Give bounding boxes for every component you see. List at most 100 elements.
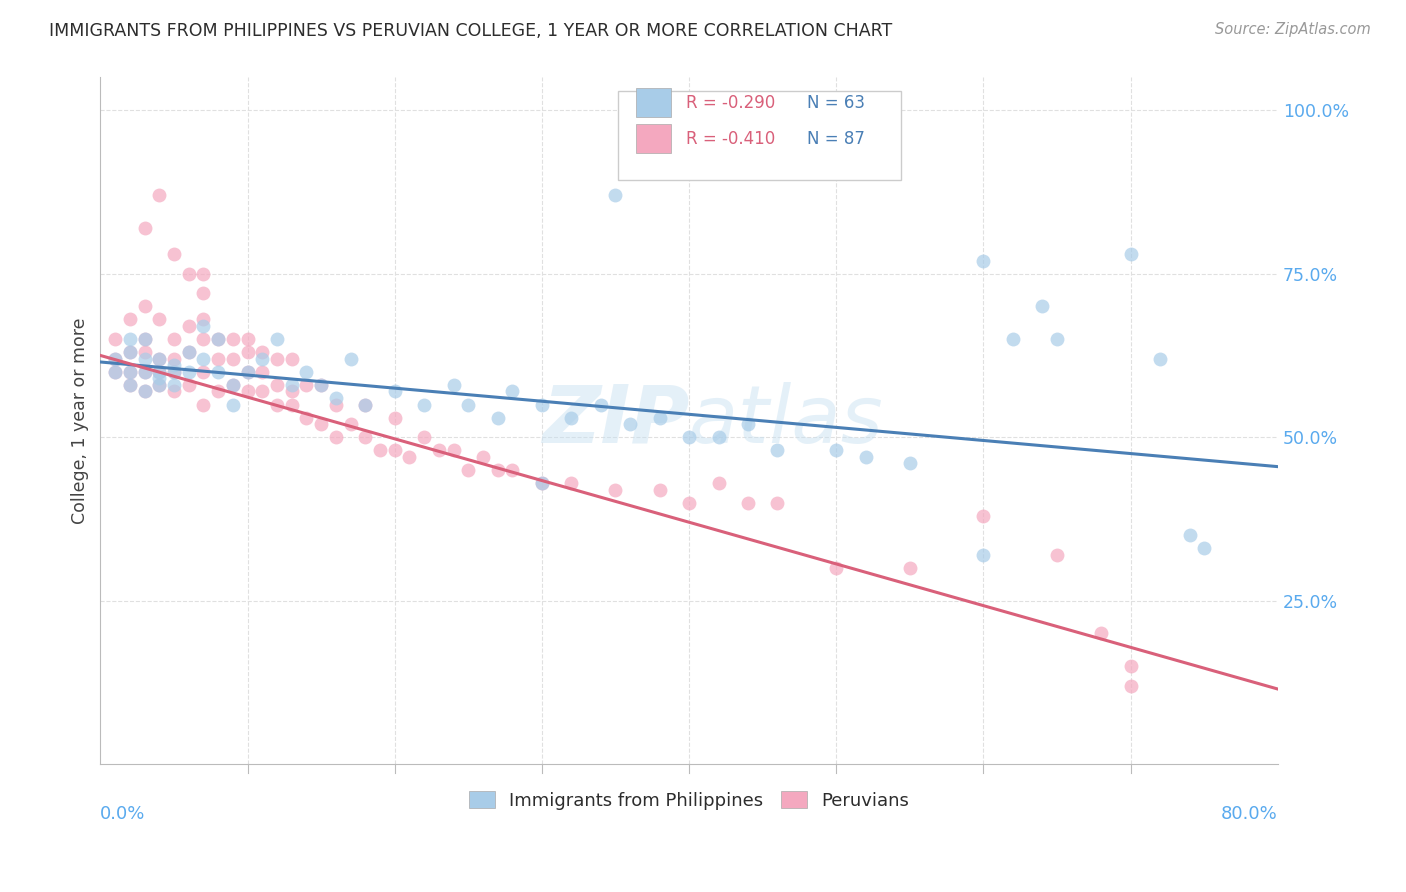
Point: [530, 475, 553, 490]
Point: [266, 351, 288, 366]
Point: [236, 365, 259, 379]
Point: [898, 561, 921, 575]
Point: [222, 377, 245, 392]
Point: [118, 377, 141, 392]
Point: [163, 332, 186, 346]
Point: [134, 365, 156, 379]
Point: [252, 365, 274, 379]
Point: [384, 384, 406, 399]
Point: [295, 377, 318, 392]
Point: [134, 220, 156, 235]
Point: [354, 397, 377, 411]
Point: [560, 410, 582, 425]
Point: [280, 384, 302, 399]
Point: [648, 410, 671, 425]
Point: [589, 397, 612, 411]
Point: [148, 365, 170, 379]
Text: ZIP: ZIP: [541, 382, 689, 460]
Point: [266, 377, 288, 392]
Point: [118, 345, 141, 359]
Point: [177, 377, 200, 392]
Point: [472, 450, 495, 464]
Point: [177, 345, 200, 359]
Point: [252, 351, 274, 366]
Point: [339, 417, 361, 431]
Point: [222, 351, 245, 366]
Point: [325, 430, 347, 444]
Point: [443, 443, 465, 458]
Point: [295, 410, 318, 425]
Point: [177, 365, 200, 379]
Point: [1031, 299, 1053, 313]
Point: [207, 332, 229, 346]
Point: [148, 377, 170, 392]
Text: N = 63: N = 63: [807, 94, 865, 112]
Point: [648, 483, 671, 497]
Point: [1090, 626, 1112, 640]
Point: [266, 397, 288, 411]
Point: [309, 417, 332, 431]
Point: [1119, 247, 1142, 261]
Point: [118, 365, 141, 379]
Point: [354, 430, 377, 444]
FancyBboxPatch shape: [636, 88, 672, 117]
Point: [236, 365, 259, 379]
Point: [766, 443, 789, 458]
Point: [163, 384, 186, 399]
Point: [707, 430, 730, 444]
Point: [678, 430, 700, 444]
Point: [398, 450, 420, 464]
Point: [134, 365, 156, 379]
Point: [193, 286, 215, 301]
Text: atlas: atlas: [689, 382, 884, 460]
Point: [825, 443, 848, 458]
Text: 0.0%: 0.0%: [100, 805, 146, 823]
Point: [118, 332, 141, 346]
Point: [236, 332, 259, 346]
Legend: Immigrants from Philippines, Peruvians: Immigrants from Philippines, Peruvians: [463, 784, 917, 817]
Point: [280, 377, 302, 392]
Point: [118, 377, 141, 392]
Point: [163, 365, 186, 379]
Point: [134, 384, 156, 399]
Point: [148, 365, 170, 379]
Point: [855, 450, 877, 464]
Point: [148, 351, 170, 366]
Point: [413, 430, 436, 444]
Point: [486, 463, 509, 477]
Point: [163, 358, 186, 372]
Point: [163, 365, 186, 379]
Point: [193, 397, 215, 411]
Point: [413, 397, 436, 411]
Point: [104, 351, 127, 366]
Point: [207, 332, 229, 346]
Point: [266, 332, 288, 346]
Point: [118, 365, 141, 379]
Point: [148, 188, 170, 202]
Point: [737, 417, 759, 431]
Text: Source: ZipAtlas.com: Source: ZipAtlas.com: [1215, 22, 1371, 37]
Point: [134, 351, 156, 366]
Point: [384, 410, 406, 425]
Point: [193, 365, 215, 379]
Point: [118, 345, 141, 359]
Point: [1046, 548, 1069, 562]
Point: [443, 377, 465, 392]
Point: [177, 318, 200, 333]
Point: [252, 345, 274, 359]
Point: [486, 410, 509, 425]
Text: 80.0%: 80.0%: [1220, 805, 1278, 823]
Point: [134, 299, 156, 313]
Point: [177, 345, 200, 359]
Point: [972, 253, 994, 268]
Point: [104, 365, 127, 379]
Point: [325, 397, 347, 411]
Point: [134, 332, 156, 346]
Point: [1178, 528, 1201, 542]
Point: [163, 351, 186, 366]
Point: [1149, 351, 1171, 366]
Point: [339, 351, 361, 366]
Point: [236, 345, 259, 359]
Text: N = 87: N = 87: [807, 129, 865, 147]
Point: [177, 267, 200, 281]
